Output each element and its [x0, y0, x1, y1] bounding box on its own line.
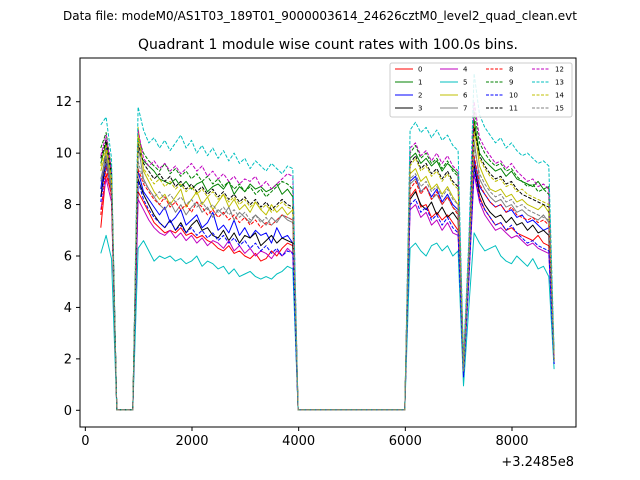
y-axis: 0 2 4 6 8 10 12: [55, 95, 80, 419]
legend-label-15: 15: [555, 105, 564, 113]
chart-title: Quadrant 1 module wise count rates with …: [138, 37, 518, 53]
series-line-10: [100, 162, 555, 411]
y-tick-label: 6: [64, 250, 72, 265]
y-tick-label: 2: [64, 352, 72, 367]
legend-label-4: 4: [463, 66, 468, 74]
series-line-1: [100, 119, 555, 411]
series-line-14: [100, 132, 555, 411]
series-line-8: [100, 155, 555, 411]
suptitle: Data file: modeM0/AS1T03_189T01_90000036…: [63, 9, 577, 23]
plot-frame: [79, 57, 577, 428]
legend-label-10: 10: [509, 92, 518, 100]
y-tick-label: 0: [64, 404, 72, 419]
legend-label-2: 2: [418, 92, 422, 100]
series-line-9: [100, 111, 555, 411]
y-tick-label: 10: [55, 147, 72, 162]
legend-label-8: 8: [509, 66, 513, 74]
x-tick-label: 0: [81, 434, 89, 449]
legend-frame: [389, 62, 573, 118]
x-tick-label: 4000: [282, 434, 315, 449]
series-layer: [100, 72, 555, 411]
legend-label-9: 9: [509, 79, 513, 87]
legend-label-13: 13: [555, 79, 564, 87]
legend-label-1: 1: [418, 79, 422, 87]
legend-label-5: 5: [463, 79, 467, 87]
legend-label-11: 11: [509, 105, 518, 113]
x-axis: 0 2000 4000 6000 8000: [81, 427, 529, 449]
legend-label-7: 7: [463, 105, 467, 113]
series-line-5: [100, 232, 555, 411]
series-line-0: [100, 162, 555, 411]
y-tick-label: 4: [64, 301, 72, 316]
series-line-4: [100, 173, 555, 411]
series-line-15: [100, 147, 555, 411]
series-line-13: [100, 72, 555, 411]
legend-label-6: 6: [463, 92, 468, 100]
legend-label-3: 3: [418, 105, 422, 113]
series-line-2: [100, 147, 555, 411]
legend-label-12: 12: [555, 66, 564, 74]
x-offset-label: +3.2485e8: [501, 455, 574, 470]
x-tick-label: 8000: [495, 434, 528, 449]
legend-label-14: 14: [555, 92, 564, 100]
x-tick-label: 6000: [389, 434, 422, 449]
y-tick-label: 8: [64, 198, 72, 213]
x-tick-label: 2000: [175, 434, 208, 449]
y-tick-label: 12: [55, 95, 72, 110]
legend-label-0: 0: [418, 66, 422, 74]
